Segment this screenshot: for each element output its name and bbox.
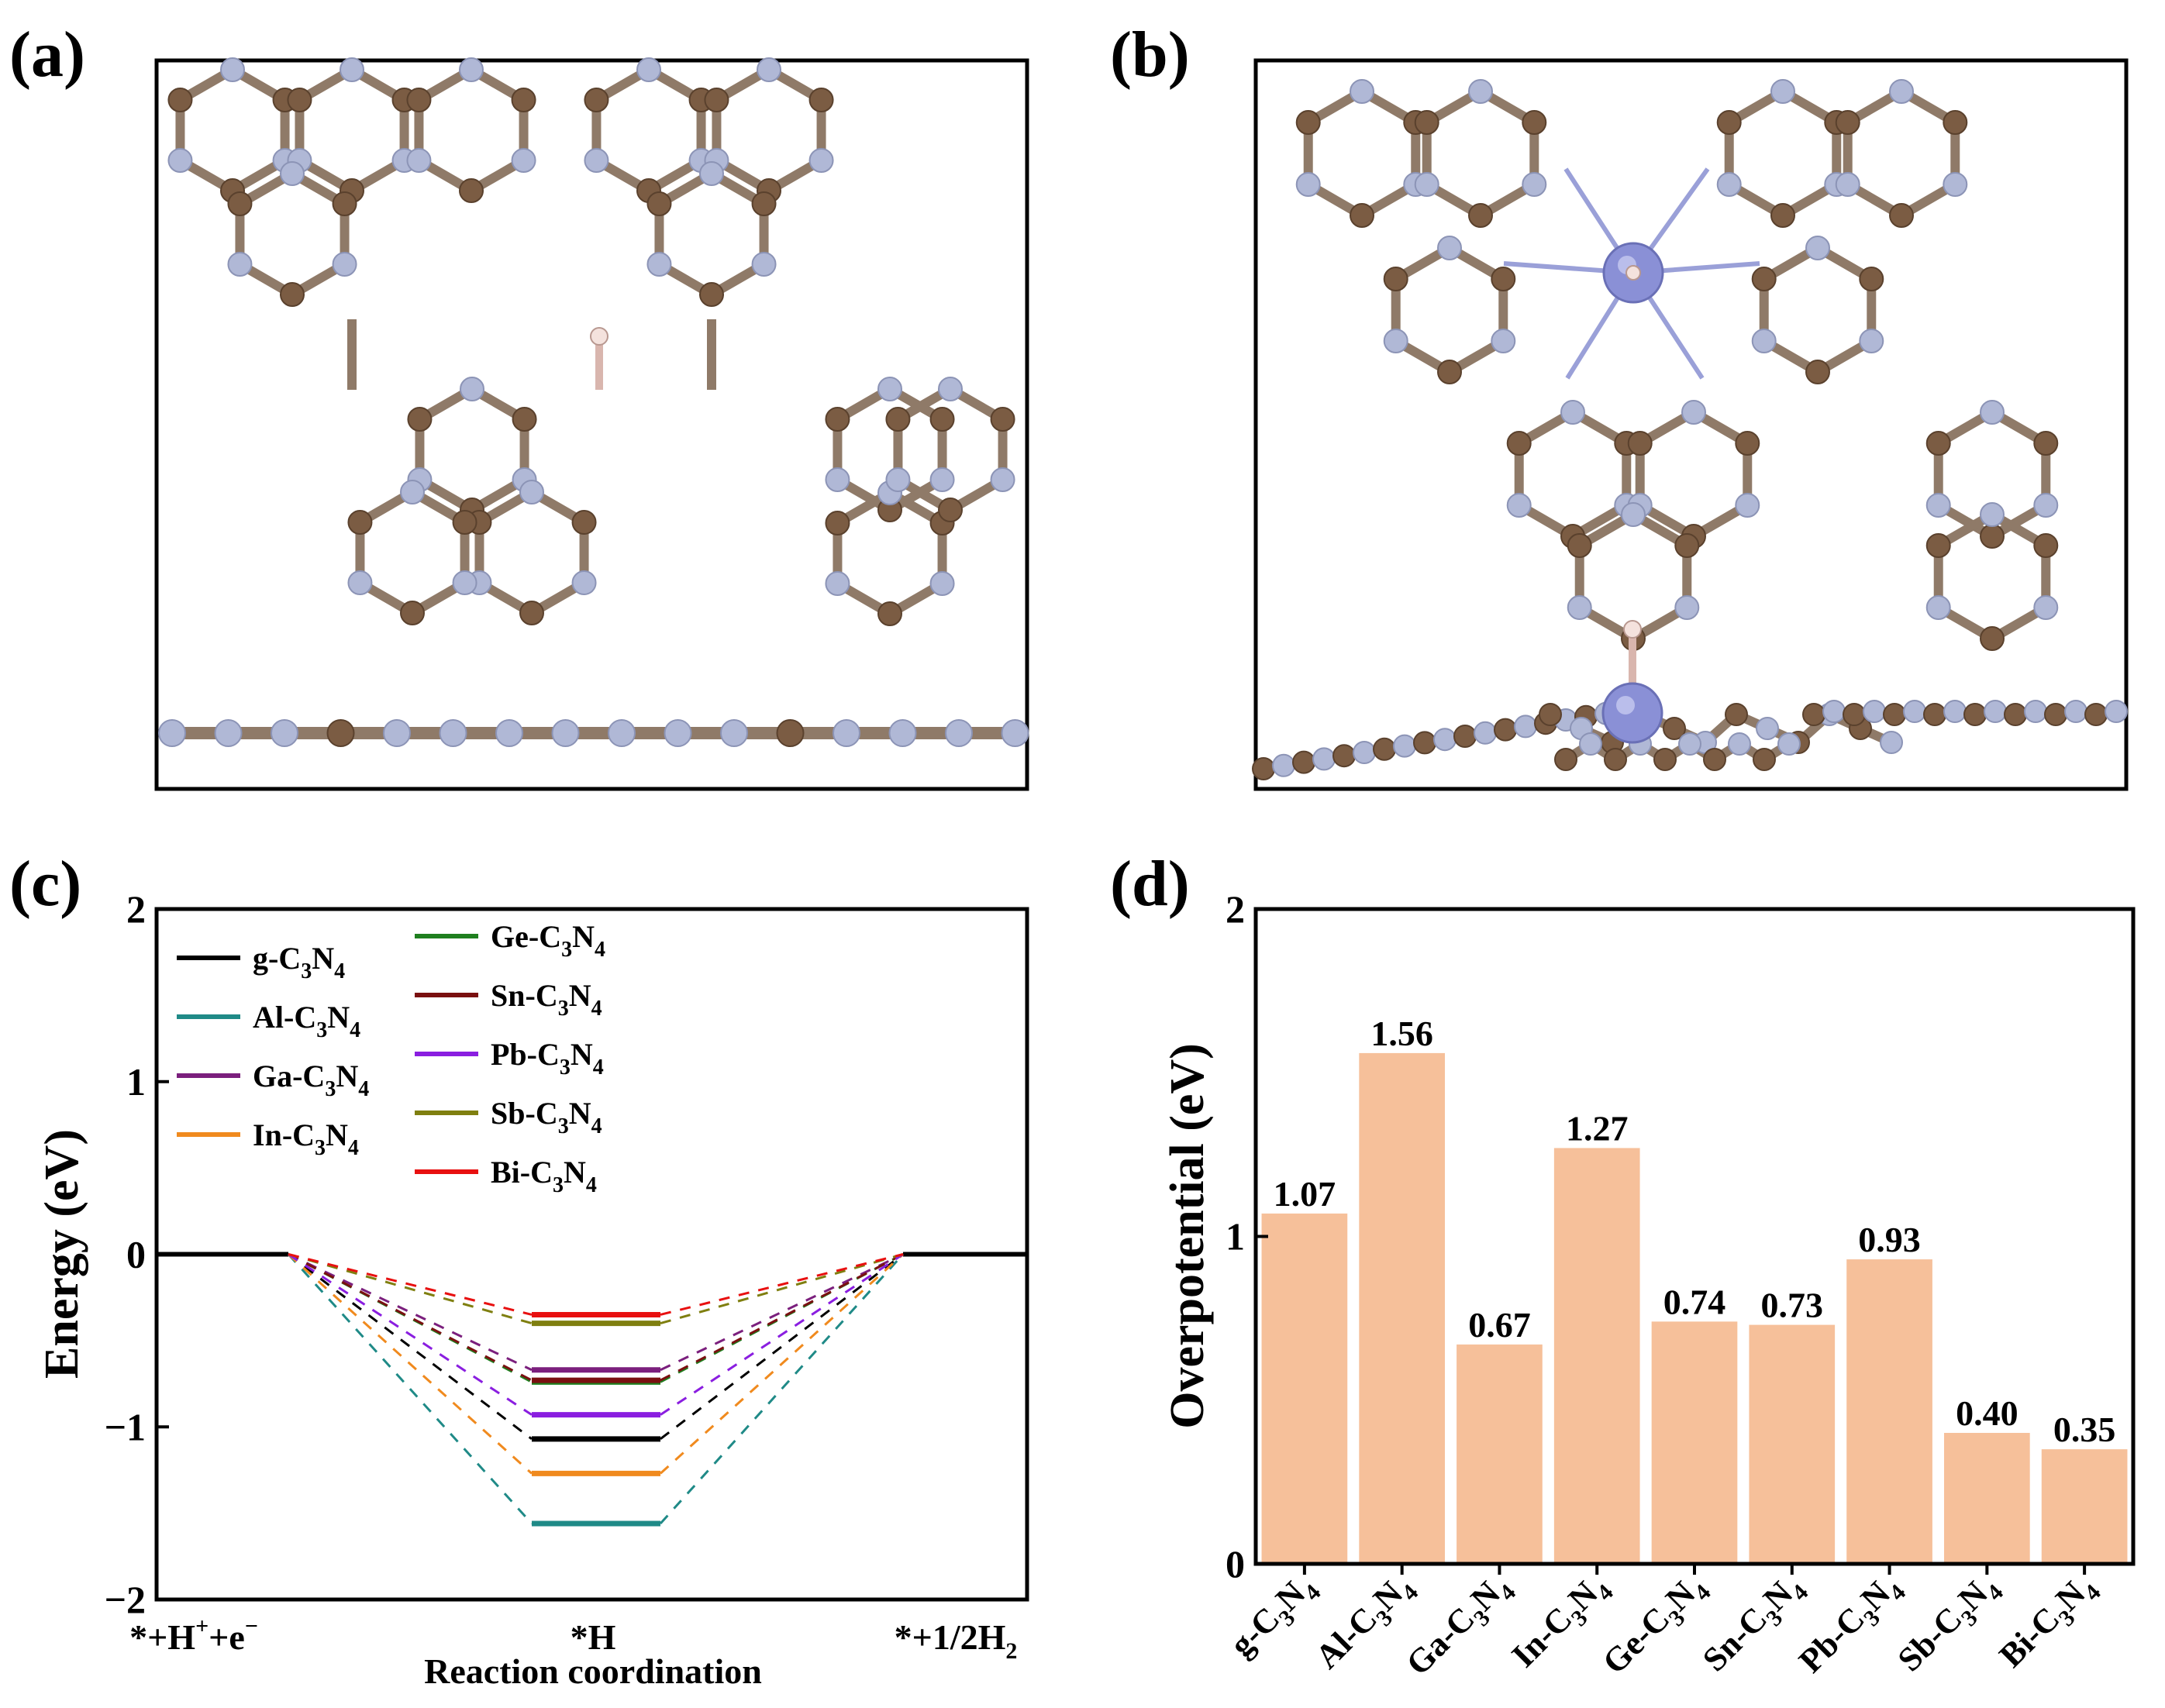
metal-atom-top (1602, 242, 1664, 304)
y-tick-label-c: −1 (105, 1405, 147, 1448)
legend-label-In: In-C3N4 (253, 1117, 359, 1160)
bar-Bi (2041, 1449, 2128, 1564)
structure-a (154, 57, 1029, 791)
bar-Sb (1943, 1433, 2030, 1564)
chart-d: 1.07 1.56 0.67 1.27 0.74 0.73 0.93 0.40 0.35 0 1 2… (1161, 887, 2136, 1687)
x-category-label-Pb: Pb-C3N4 (1791, 1565, 1911, 1685)
y-tick-label-c: −2 (105, 1578, 147, 1621)
x-category-label-In: In-C3N4 (1505, 1565, 1619, 1679)
connector-g-right (660, 1253, 904, 1441)
x-category-label-Ge: Ge-C3N4 (1595, 1565, 1716, 1686)
connector-Pb-left (288, 1253, 533, 1416)
connector-Sb-left (288, 1253, 533, 1325)
connector-In-right (659, 1253, 905, 1475)
structure-b (1252, 58, 2129, 791)
bar-value-label-Ge: 0.74 (1663, 1282, 1726, 1321)
series-lines-c (157, 1252, 1027, 1527)
atoms-b (1295, 79, 2059, 651)
panel-label-c: (c) (9, 848, 81, 920)
bar-Sn (1749, 1324, 1836, 1564)
connector-Ga-right (660, 1253, 904, 1372)
bar-value-label-Bi: 0.35 (2053, 1410, 2116, 1449)
bar-value-label-Sb: 0.40 (1956, 1393, 2018, 1433)
bar-value-label-g: 1.07 (1274, 1174, 1336, 1214)
y-tick-label-c: 1 (126, 1060, 146, 1104)
chart-c: 2 1 0 −1 −2 g-C3N4 Al-C3N4 Ga-C3N4 In-C3N4 Ge-C3… (36, 887, 1029, 1691)
legend-label-Sb: Sb-C3N4 (491, 1096, 602, 1138)
connector-g-left (288, 1253, 533, 1441)
connector-Al-right (659, 1253, 905, 1524)
connector-Bi-left (288, 1253, 533, 1316)
panel-label-a: (a) (9, 19, 85, 91)
x-categories-d: g-C3N4Al-C3N4Ga-C3N4In-C3N4Ge-C3N4Sn-C3N… (1222, 1564, 2106, 1687)
y-tick-label-c: 2 (126, 887, 146, 931)
bar-value-label-In: 1.27 (1566, 1108, 1629, 1148)
connector-Sn-left (288, 1253, 533, 1382)
connector-Sb-right (660, 1253, 904, 1325)
y-axis-title-d: Overpotential (eV) (1161, 1043, 1214, 1429)
legend-label-g: g-C3N4 (253, 941, 345, 983)
bar-Ge (1651, 1321, 1738, 1564)
x-tick-label-2: *H (571, 1617, 616, 1657)
connector-Pb-right (660, 1253, 904, 1416)
legend-label-Sn: Sn-C3N4 (491, 978, 602, 1021)
y-ticks-d: 0 1 2 (1226, 887, 1268, 1586)
legend-label-Bi: Bi-C3N4 (491, 1155, 597, 1197)
legend-label-Ga: Ga-C3N4 (253, 1059, 369, 1101)
x-category-label-Bi: Bi-C3N4 (1992, 1565, 2106, 1679)
y-tick-label-d: 2 (1226, 887, 1245, 931)
y-tick-label-d: 1 (1226, 1215, 1245, 1259)
x-category-label-Sb: Sb-C3N4 (1891, 1565, 2008, 1683)
bar-Pb (1846, 1259, 1932, 1564)
y-tick-label-d: 0 (1226, 1542, 1245, 1586)
connector-Sn-right (660, 1253, 904, 1382)
bar-Ga (1457, 1344, 1543, 1564)
connector-Ga-left (288, 1253, 533, 1372)
bar-value-label-Sn: 0.73 (1761, 1286, 1824, 1325)
x-tick-label-1: *+H++e− (129, 1613, 258, 1657)
x-category-label-Sn: Sn-C3N4 (1695, 1565, 1813, 1683)
y-tick-label-c: 0 (126, 1233, 146, 1276)
x-category-label-Ga: Ga-C3N4 (1399, 1565, 1521, 1687)
panel-label-d: (d) (1110, 848, 1190, 920)
bars-d: 1.07 1.56 0.67 1.27 0.74 0.73 0.93 0.40 0.35 (1261, 1014, 2128, 1564)
connector-In-left (287, 1253, 533, 1475)
bar-value-label-Pb: 0.93 (1858, 1220, 1921, 1259)
legend-label-Al: Al-C3N4 (253, 1000, 360, 1042)
connector-Al-left (287, 1253, 533, 1524)
bar-value-label-Ga: 0.67 (1468, 1305, 1531, 1345)
adsorbed-hydrogen-a (590, 327, 608, 390)
x-axis-title-c: Reaction coordination (424, 1651, 762, 1691)
x-tick-label-3: *+1/2H2 (895, 1617, 1018, 1664)
y-ticks-c: 2 1 0 −1 −2 (105, 887, 169, 1621)
atoms-a (167, 57, 1015, 626)
bar-value-label-Al: 1.56 (1370, 1014, 1433, 1053)
side-view-layer-a (158, 719, 1029, 747)
adsorbed-hydrogen-b (1623, 620, 1642, 688)
legend-label-Pb: Pb-C3N4 (491, 1037, 604, 1080)
metal-atom-side (1601, 682, 1663, 744)
bar-Al (1359, 1052, 1446, 1564)
x-category-label-Al: Al-C3N4 (1308, 1565, 1423, 1681)
legend-label-Ge: Ge-C3N4 (491, 919, 605, 962)
connector-Bi-right (660, 1253, 904, 1316)
panel-label-b: (b) (1110, 19, 1190, 91)
legend-c: g-C3N4 Al-C3N4 Ga-C3N4 In-C3N4 Ge-C3N4 Sn-C3N… (177, 919, 605, 1197)
y-axis-title-c: Energy (eV) (36, 1129, 88, 1379)
bar-g (1261, 1213, 1348, 1564)
bar-In (1553, 1148, 1640, 1564)
